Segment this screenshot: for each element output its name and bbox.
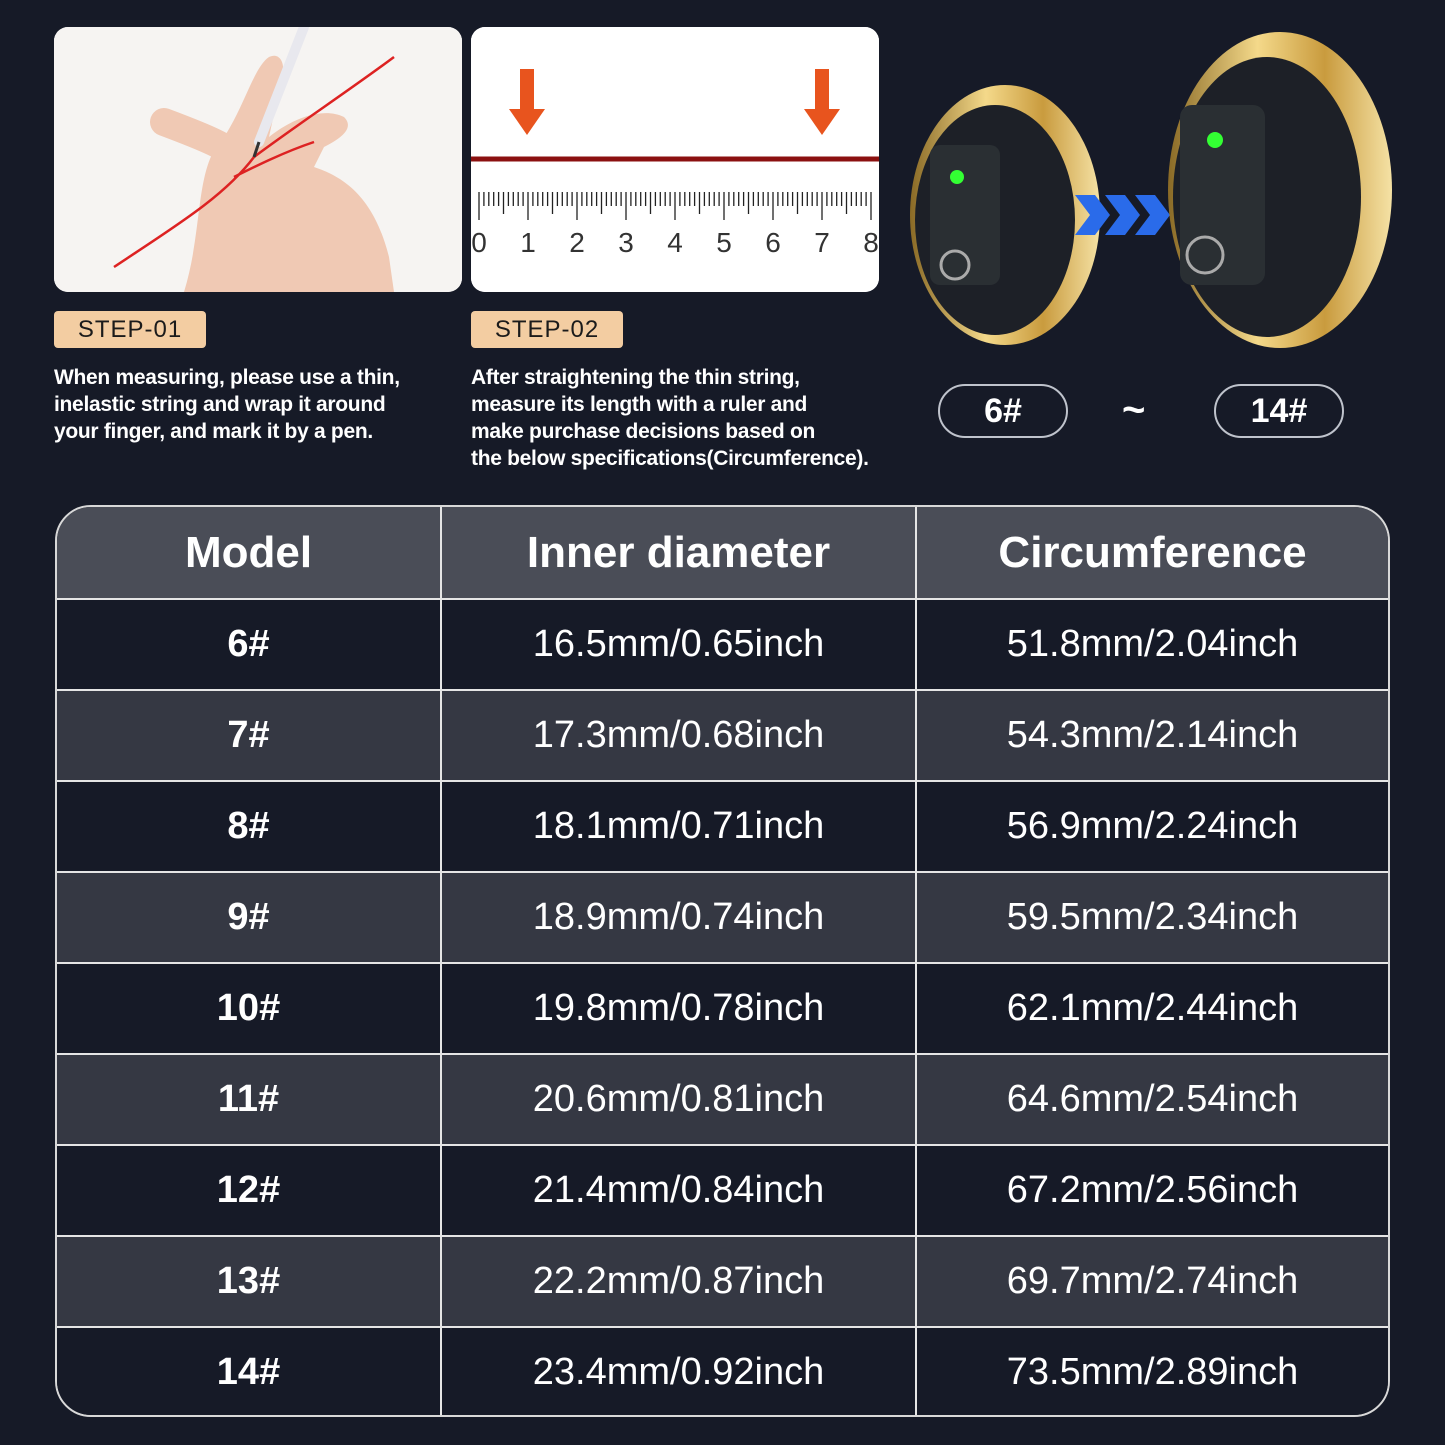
ruler-label: 4 bbox=[667, 227, 683, 258]
step-02-badge: STEP-02 bbox=[471, 311, 623, 348]
arrow-down-icon bbox=[509, 69, 545, 135]
model-cell: 9# bbox=[57, 873, 442, 962]
inner-diameter-cell: 16.5mm/0.65inch bbox=[442, 600, 917, 689]
arrow-down-icon bbox=[804, 69, 840, 135]
table-row: 8# 18.1mm/0.71inch 56.9mm/2.24inch bbox=[57, 780, 1388, 871]
step-01-badge: STEP-01 bbox=[54, 311, 206, 348]
ruler-label: 5 bbox=[716, 227, 732, 258]
circumference-cell: 51.8mm/2.04inch bbox=[1006, 623, 1299, 665]
circumference-cell: 67.2mm/2.56inch bbox=[1006, 1169, 1299, 1211]
model-cell: 8# bbox=[57, 782, 442, 871]
smart-ring-images bbox=[895, 25, 1405, 355]
model-cell: 6# bbox=[57, 600, 442, 689]
step-01-description: When measuring, please use a thin, inela… bbox=[54, 366, 400, 443]
table-row: 6# 16.5mm/0.65inch 51.8mm/2.04inch bbox=[57, 598, 1388, 689]
model-cell: 13# bbox=[57, 1237, 442, 1326]
header-circumference: Circumference bbox=[998, 527, 1307, 577]
circumference-cell: 59.5mm/2.34inch bbox=[1006, 896, 1299, 938]
max-size-label: 14# bbox=[1214, 384, 1344, 438]
model-cell: 11# bbox=[57, 1055, 442, 1144]
ruler-image: 0 1 2 3 4 5 6 7 8 bbox=[471, 27, 879, 292]
circumference-cell: 64.6mm/2.54inch bbox=[1006, 1078, 1299, 1120]
inner-diameter-cell: 20.6mm/0.81inch bbox=[442, 1055, 917, 1144]
circumference-cell: 62.1mm/2.44inch bbox=[1006, 987, 1299, 1029]
model-cell: 10# bbox=[57, 964, 442, 1053]
ruler-label: 0 bbox=[471, 227, 487, 258]
header-inner-diameter: Inner diameter bbox=[442, 507, 917, 598]
table-row: 10# 19.8mm/0.78inch 62.1mm/2.44inch bbox=[57, 962, 1388, 1053]
inner-diameter-cell: 21.4mm/0.84inch bbox=[442, 1146, 917, 1235]
ruler-label: 2 bbox=[569, 227, 585, 258]
model-cell: 14# bbox=[57, 1328, 442, 1415]
chevron-right-icon bbox=[1075, 195, 1170, 235]
circumference-cell: 69.7mm/2.74inch bbox=[1006, 1260, 1299, 1302]
ruler-label: 7 bbox=[814, 227, 830, 258]
circumference-cell: 73.5mm/2.89inch bbox=[1006, 1351, 1299, 1393]
size-chart-table: Model Inner diameter Circumference 6# 16.… bbox=[55, 505, 1390, 1417]
inner-diameter-cell: 23.4mm/0.92inch bbox=[442, 1328, 917, 1415]
table-row: 12# 21.4mm/0.84inch 67.2mm/2.56inch bbox=[57, 1144, 1388, 1235]
circumference-cell: 54.3mm/2.14inch bbox=[1006, 714, 1299, 756]
ruler-label: 6 bbox=[765, 227, 781, 258]
table-row: 14# 23.4mm/0.92inch 73.5mm/2.89inch bbox=[57, 1326, 1388, 1415]
inner-diameter-cell: 19.8mm/0.78inch bbox=[442, 964, 917, 1053]
circumference-cell: 56.9mm/2.24inch bbox=[1006, 805, 1299, 847]
ruler-label: 3 bbox=[618, 227, 634, 258]
range-separator: ~ bbox=[1122, 388, 1146, 432]
large-ring bbox=[1168, 32, 1392, 348]
header-model: Model bbox=[57, 507, 442, 598]
small-ring bbox=[910, 85, 1100, 345]
min-size-label: 6# bbox=[938, 384, 1068, 438]
model-cell: 7# bbox=[57, 691, 442, 780]
step-02-description: After straightening the thin string, mea… bbox=[471, 366, 869, 470]
ruler-label: 1 bbox=[520, 227, 536, 258]
table-row: 13# 22.2mm/0.87inch 69.7mm/2.74inch bbox=[57, 1235, 1388, 1326]
ruler-label: 8 bbox=[863, 227, 879, 258]
table-row: 9# 18.9mm/0.74inch 59.5mm/2.34inch bbox=[57, 871, 1388, 962]
inner-diameter-cell: 18.1mm/0.71inch bbox=[442, 782, 917, 871]
inner-diameter-cell: 17.3mm/0.68inch bbox=[442, 691, 917, 780]
finger-measuring-photo bbox=[54, 27, 462, 292]
inner-diameter-cell: 18.9mm/0.74inch bbox=[442, 873, 917, 962]
model-cell: 12# bbox=[57, 1146, 442, 1235]
inner-diameter-cell: 22.2mm/0.87inch bbox=[442, 1237, 917, 1326]
table-row: 11# 20.6mm/0.81inch 64.6mm/2.54inch bbox=[57, 1053, 1388, 1144]
table-row: 7# 17.3mm/0.68inch 54.3mm/2.14inch bbox=[57, 689, 1388, 780]
table-header-row: Model Inner diameter Circumference bbox=[57, 507, 1388, 598]
